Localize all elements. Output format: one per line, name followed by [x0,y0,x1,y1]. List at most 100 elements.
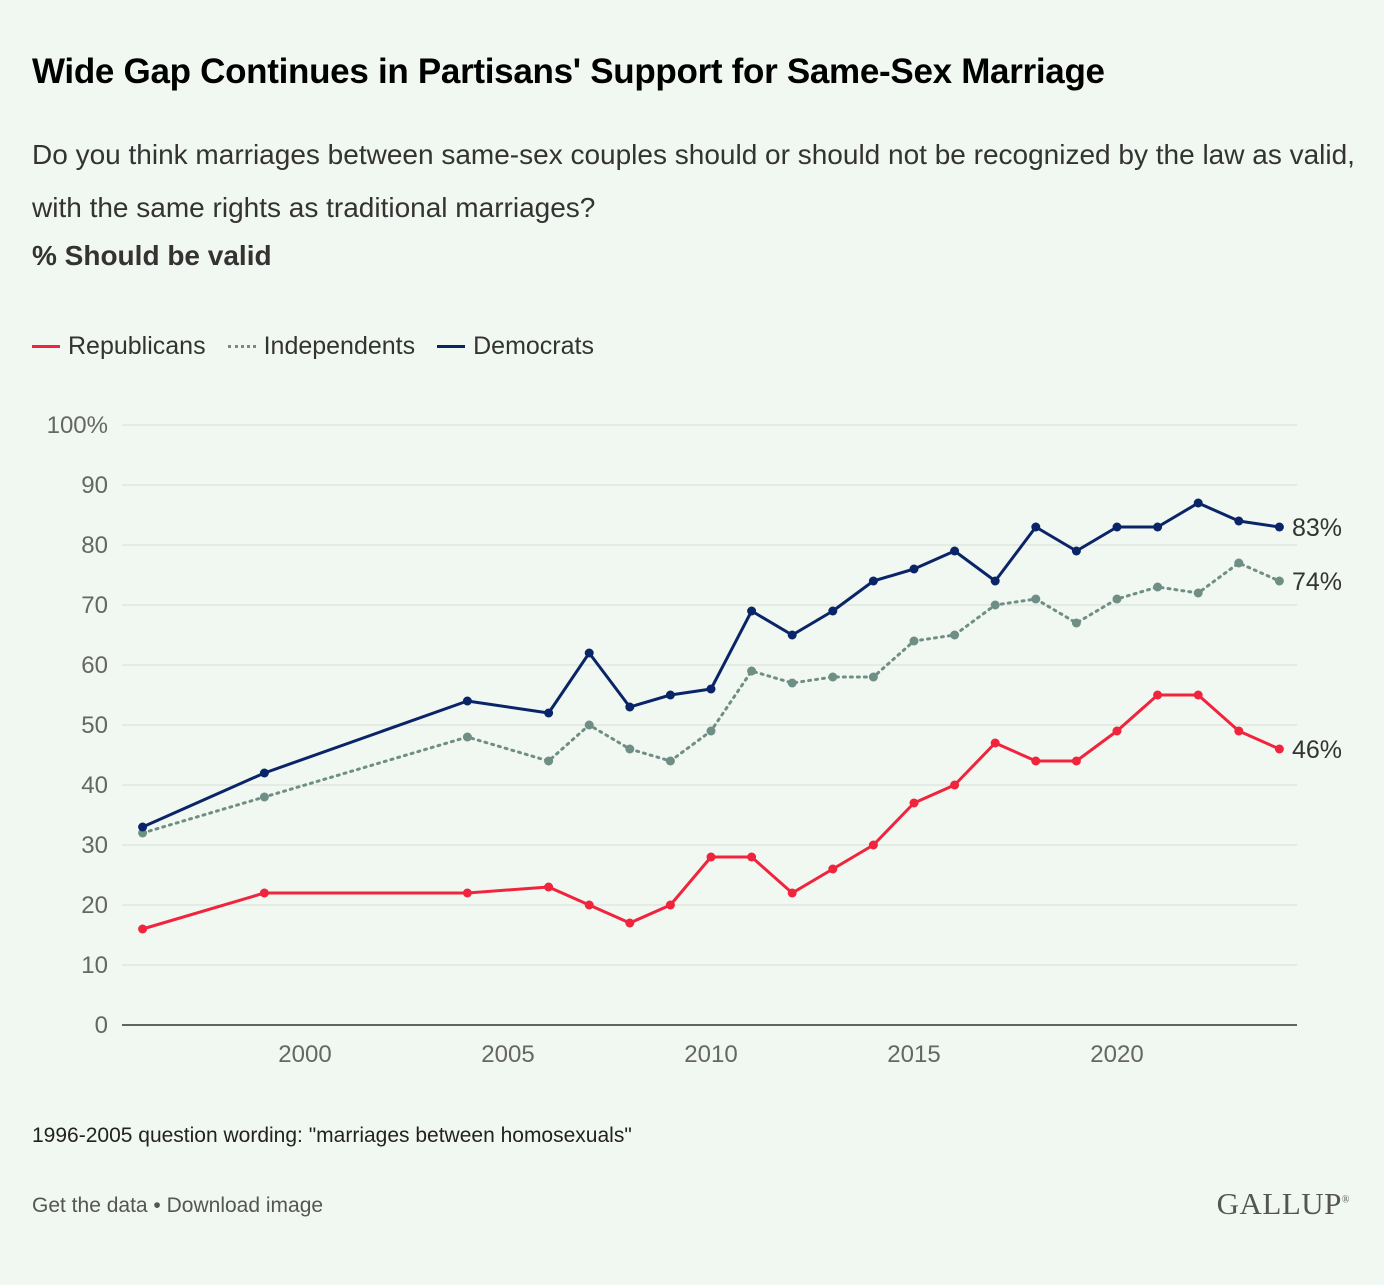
data-point-democrats [990,576,1000,586]
legend-item-republicans: Republicans [32,332,206,361]
x-tick-label: 2000 [278,1041,331,1068]
data-point-democrats [828,606,838,616]
data-point-independents [828,672,838,682]
data-point-independents [990,600,1000,610]
y-tick-label: 40 [81,772,108,799]
data-point-republicans [990,738,1000,748]
data-point-republicans [1274,744,1284,754]
data-point-democrats [706,684,716,694]
x-tick-label: 2005 [481,1041,534,1068]
series-line-democrats [141,501,1280,829]
data-point-democrats [584,648,594,658]
data-point-republicans [868,840,878,850]
legend: Republicans Independents Democrats [32,332,594,361]
chart-subtitle: Do you think marriages between same-sex … [32,139,1355,223]
data-point-democrats [1153,522,1163,532]
data-point-independents [747,666,757,676]
data-point-republicans [544,882,554,892]
legend-label: Republicans [68,332,206,360]
chart-title: Wide Gap Continues in Partisans' Support… [32,52,1105,91]
measure-label: % Should be valid [32,240,272,271]
data-point-republicans [1234,726,1244,736]
end-label-democrats: 83% [1292,514,1342,542]
data-point-independents [787,678,797,688]
data-point-independents [584,720,594,730]
data-point-democrats [138,822,148,832]
data-point-independents [1234,558,1244,568]
data-point-independents [909,636,919,646]
footnote: 1996-2005 question wording: "marriages b… [32,1124,632,1147]
y-tick-label: 20 [81,892,108,919]
footer-links: Get the data • Download image [32,1194,323,1218]
data-point-independents [665,756,675,766]
end-label-independents: 74% [1292,568,1342,596]
data-point-republicans [909,798,919,808]
legend-swatch [32,345,60,348]
x-tick-label: 2015 [887,1041,940,1068]
data-point-independents [1153,582,1163,592]
data-point-independents [259,792,269,802]
data-point-republicans [584,900,594,910]
legend-item-democrats: Democrats [437,332,594,361]
y-tick-label: 70 [81,592,108,619]
data-point-independents [1112,594,1122,604]
data-point-democrats [1274,522,1284,532]
data-point-independents [1193,588,1203,598]
data-point-independents [625,744,635,754]
data-point-independents [868,672,878,682]
data-point-republicans [259,888,269,898]
data-point-republicans [138,924,148,934]
download-image-link[interactable]: Download image [166,1194,324,1217]
data-point-democrats [259,768,269,778]
y-tick-label: 0 [95,1012,108,1039]
data-point-independents [544,756,554,766]
data-point-democrats [1234,516,1244,526]
data-point-republicans [462,888,472,898]
series-line-republicans [142,693,1281,931]
gallup-logo: GALLUP® [1216,1186,1350,1221]
data-point-republicans [828,864,838,874]
data-point-democrats [868,576,878,586]
data-point-republicans [1112,726,1122,736]
data-point-independents [706,726,716,736]
data-point-republicans [1071,756,1081,766]
data-point-independents [1031,594,1041,604]
data-point-democrats [1071,546,1081,556]
legend-swatch [437,345,466,348]
data-point-republicans [950,780,960,790]
data-point-democrats [950,546,960,556]
y-tick-label: 100% [47,412,108,439]
separator: • [147,1194,167,1217]
data-point-independents [1071,618,1081,628]
data-point-independents [1274,576,1284,586]
data-point-republicans [787,888,797,898]
series-line-independents [141,561,1281,835]
y-tick-label: 50 [81,712,108,739]
y-tick-label: 90 [81,472,108,499]
x-tick-label: 2020 [1090,1041,1143,1068]
data-point-democrats [544,708,554,718]
data-point-republicans [747,852,757,862]
data-point-democrats [787,630,797,640]
get-data-link[interactable]: Get the data [32,1194,148,1217]
legend-swatch [227,345,256,348]
data-point-democrats [665,690,675,700]
data-point-democrats [625,702,635,712]
data-point-democrats [1193,498,1203,508]
y-tick-label: 10 [81,952,108,979]
x-tick-label: 2010 [684,1041,737,1068]
y-tick-label: 60 [81,652,108,679]
y-tick-label: 80 [81,532,108,559]
data-point-independents [462,732,472,742]
data-point-democrats [1031,522,1041,532]
data-point-democrats [909,564,919,574]
legend-item-independents: Independents [227,332,415,361]
data-point-democrats [747,606,757,616]
data-point-independents [950,630,960,640]
legend-label: Democrats [473,332,594,360]
data-point-democrats [462,696,472,706]
y-tick-label: 30 [81,832,108,859]
end-label-republicans: 46% [1292,736,1342,764]
data-point-republicans [706,852,716,862]
